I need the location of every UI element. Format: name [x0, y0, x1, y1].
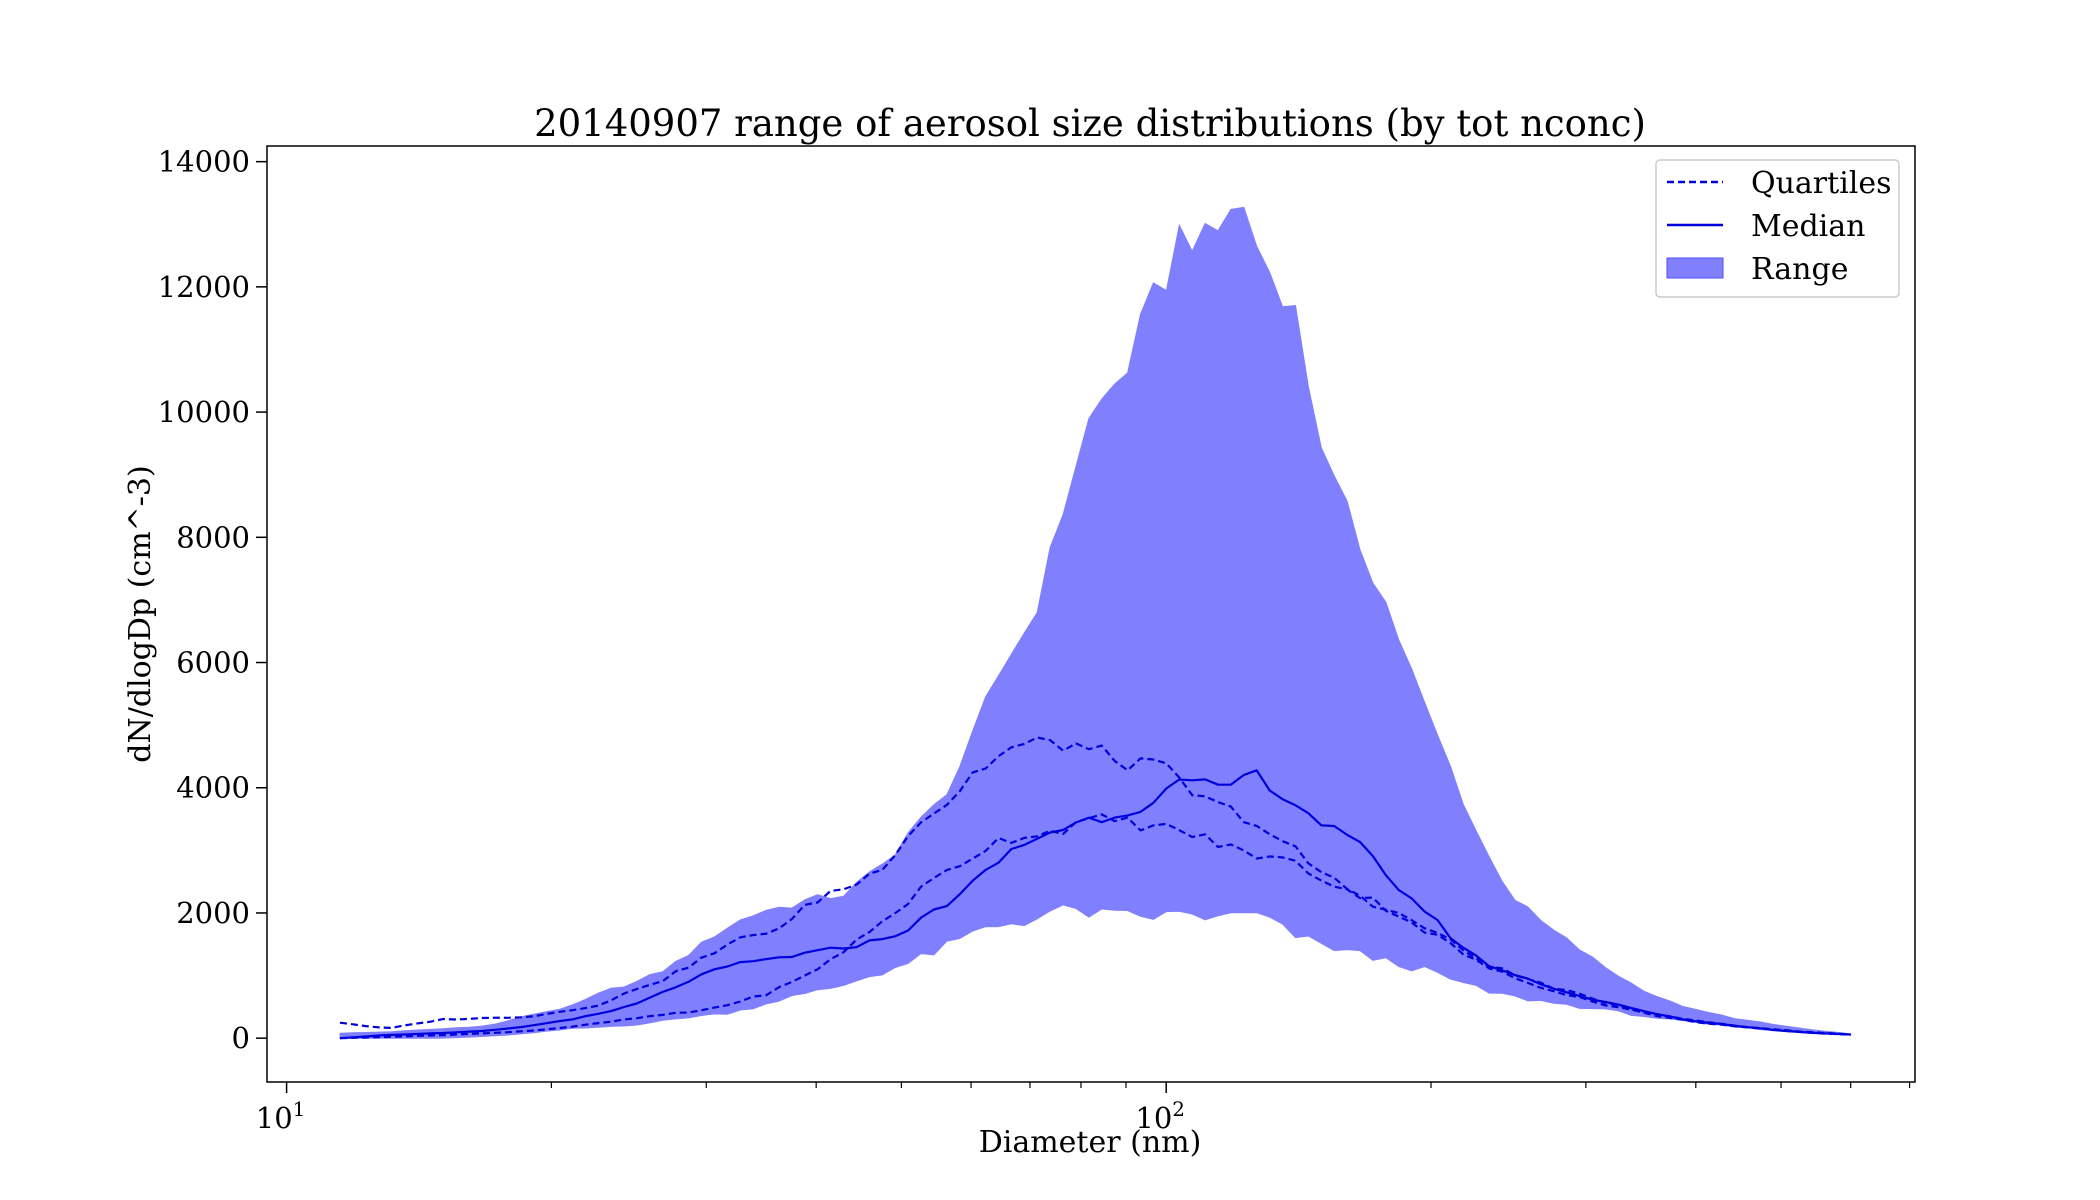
x-tick-label: 102	[1135, 1097, 1185, 1135]
plot-area	[339, 206, 1852, 1040]
series-quartile-upper-line	[339, 736, 1851, 1036]
x-axis-label: Diameter (nm)	[979, 1125, 1202, 1160]
legend-range-label: Range	[1751, 252, 1848, 287]
x-tick-label: 101	[256, 1097, 306, 1135]
y-tick-label: 8000	[176, 520, 250, 554]
y-axis-label: dN/dlogDp (cm^-3)	[123, 465, 158, 762]
series-range-area	[339, 206, 1852, 1039]
legend-median-label: Median	[1751, 209, 1865, 244]
chart-title: 20140907 range of aerosol size distribut…	[534, 102, 1646, 145]
legend-quartiles-label: Quartiles	[1751, 166, 1892, 201]
y-tick-label: 0	[232, 1021, 250, 1055]
y-tick-label: 6000	[176, 646, 250, 680]
y-tick-label: 2000	[176, 896, 250, 930]
x-axis: 101 102	[256, 1082, 1911, 1135]
plot-frame	[266, 145, 1916, 1083]
legend: Quartiles Median Range	[1655, 159, 1900, 298]
legend-range-swatch	[1666, 257, 1724, 279]
y-axis: 0 2000 4000 6000 8000 10000 12000 14000	[158, 145, 267, 1055]
y-tick-label: 4000	[176, 771, 250, 805]
y-tick-label: 12000	[158, 270, 250, 304]
series-median-line	[339, 769, 1851, 1040]
y-tick-label: 14000	[158, 145, 250, 179]
series-quartile-lower-line	[339, 813, 1851, 1040]
y-tick-label: 10000	[158, 395, 250, 429]
